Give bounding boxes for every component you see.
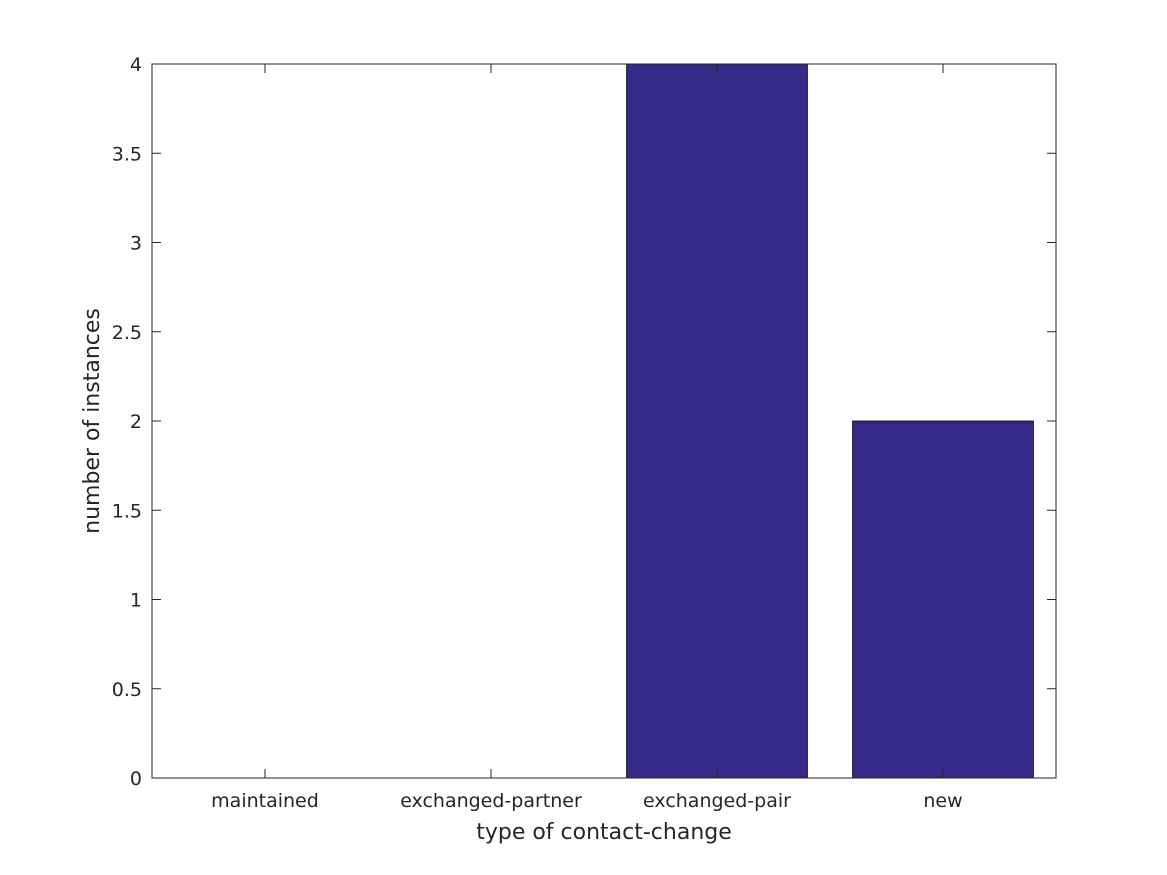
x-tick-labels: maintained exchanged-partner exchanged-pai…	[211, 790, 962, 812]
x-tick-label: maintained	[211, 790, 319, 812]
x-tick-label: new	[923, 790, 962, 812]
y-axis-label: number of instances	[80, 308, 105, 534]
y-tick-label: 1	[130, 590, 142, 612]
bar-new	[852, 420, 1034, 779]
bar-exchanged-pair	[626, 63, 808, 779]
y-tick-label: 4	[130, 54, 142, 76]
y-tick-label: 2.5	[112, 322, 142, 344]
bars-group	[626, 63, 1034, 779]
y-tick-label: 0	[130, 768, 142, 790]
plot-frame	[151, 63, 1057, 779]
x-tick-label: exchanged-pair	[643, 790, 791, 812]
y-tick-label: 3.5	[112, 143, 142, 165]
y-tick-label: 2	[130, 411, 142, 433]
x-tick-label: exchanged-partner	[400, 790, 582, 812]
ticks-group	[152, 63, 1056, 779]
y-tick-label: 0.5	[112, 679, 142, 701]
x-axis-label: type of contact-change	[476, 820, 732, 845]
y-tick-labels: 0 0.5 1 1.5 2 2.5 3 3.5 4	[112, 54, 142, 790]
y-tick-label: 3	[130, 233, 142, 255]
y-tick-label: 1.5	[112, 500, 142, 522]
